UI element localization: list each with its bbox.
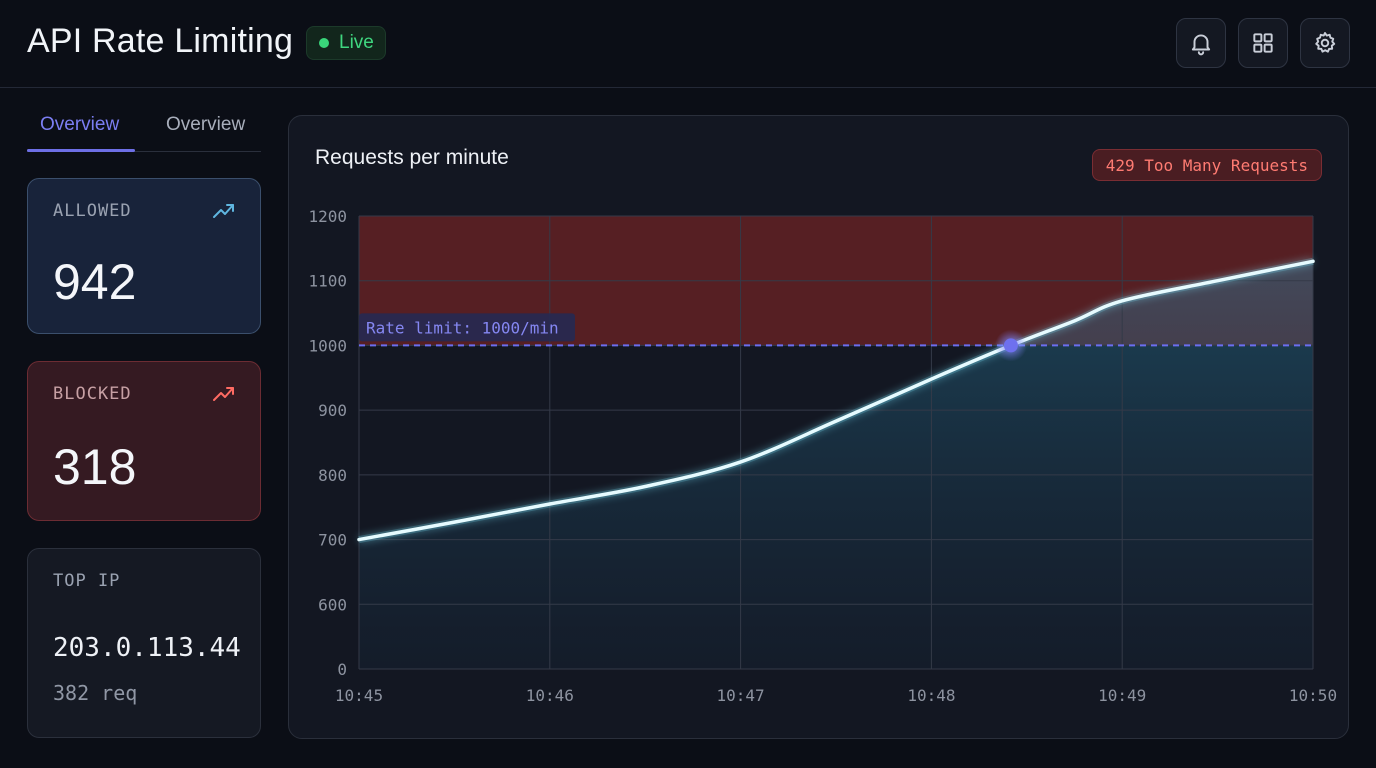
top-ip-request-count: 382 req [53,681,138,705]
x-tick-label: 10:47 [717,686,765,705]
series-area [359,261,1313,669]
live-status-label: Live [339,32,374,53]
x-tick-label: 10:50 [1289,686,1337,705]
y-tick-label: 800 [318,466,347,485]
grid-icon [1253,33,1273,53]
y-tick-label: 600 [318,595,347,614]
top-ip-label: TOP IP [53,571,121,591]
y-tick-label: 1100 [308,272,347,291]
tab-bar: Overview Overview [27,100,261,152]
y-tick-label: 1000 [308,336,347,355]
tab-overview-active[interactable]: Overview [40,114,120,135]
trending-up-icon [213,387,234,401]
blocked-value: 318 [53,439,137,495]
threshold-label-background [359,313,575,342]
live-status-badge: Live [306,26,386,60]
allowed-value: 942 [53,254,137,310]
allowed-label: ALLOWED [53,201,132,221]
y-tick-label: 0 [337,660,347,679]
series-line [357,259,1315,542]
gear-icon [1315,32,1336,53]
x-tick-label: 10:49 [1098,686,1146,705]
top-ip-value: 203.0.113.44 [53,633,241,663]
x-tick-label: 10:48 [907,686,955,705]
y-tick-label: 900 [318,401,347,420]
live-dot-icon [319,38,329,48]
bell-icon [1191,34,1211,56]
trending-up-icon [213,204,234,218]
top-ip-card[interactable]: TOP IP 203.0.113.44 382 req [27,548,261,738]
x-tick-label: 10:45 [335,686,383,705]
apps-grid-button[interactable] [1238,18,1288,68]
blocked-label: BLOCKED [53,384,132,404]
y-tick-label: 1200 [308,207,347,226]
chart-title: Requests per minute [315,146,509,169]
page-title: API Rate Limiting [27,22,294,60]
blocked-stat-card[interactable]: BLOCKED 318 [27,361,261,521]
active-tab-indicator [27,149,135,152]
tab-overview[interactable]: Overview [166,114,246,135]
y-tick-label: 700 [318,531,347,550]
threshold-crossing-point [1003,338,1018,353]
x-tick-label: 10:46 [526,686,574,705]
notifications-button[interactable] [1176,18,1226,68]
requests-line-chart: 0 600 700 800 900 1000 1100 1200 10:45 10:46 10:47… [308,207,1337,705]
header: API Rate Limiting Live [0,0,1376,88]
settings-button[interactable] [1300,18,1350,68]
error-status-badge: 429 Too Many Requests [1091,149,1322,181]
allowed-stat-card[interactable]: ALLOWED 942 [27,178,261,334]
threshold-label: Rate limit: 1000/min [366,318,559,337]
